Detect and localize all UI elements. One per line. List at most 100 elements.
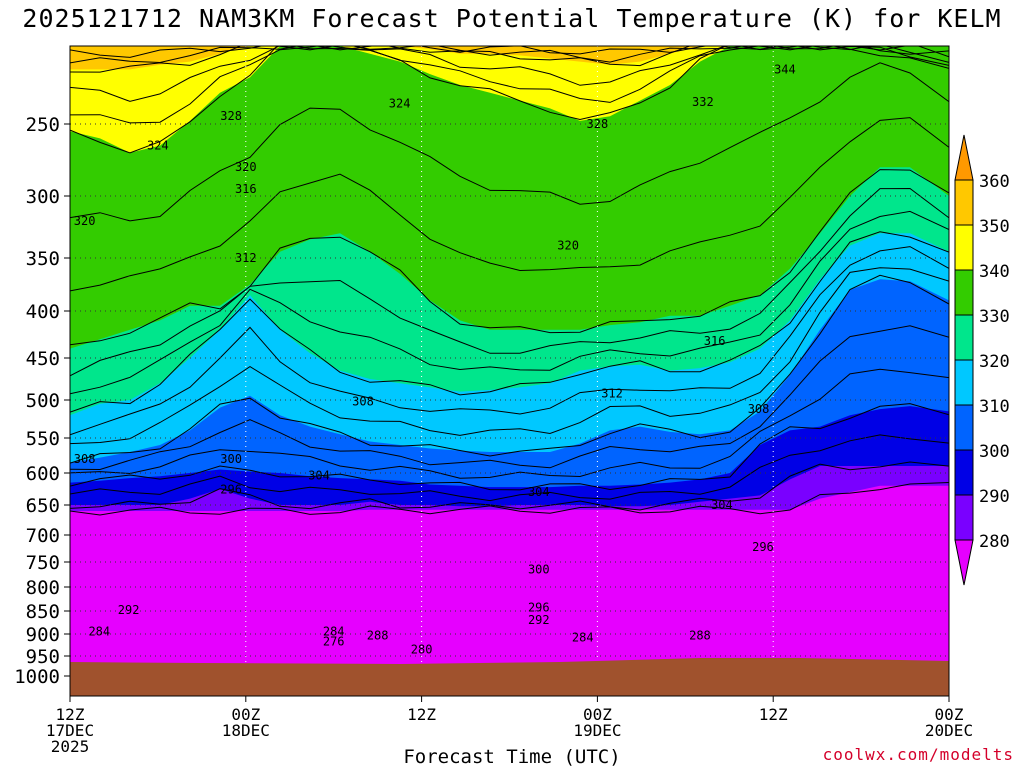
y-tick-label: 550	[26, 428, 60, 450]
colorbar-bottom-arrow	[954, 539, 974, 586]
contour-label: 324	[147, 139, 169, 153]
temperature-bands	[70, 46, 949, 696]
contour-label: 300	[220, 452, 242, 466]
contour-line	[70, 461, 949, 511]
contour-label: 324	[389, 97, 411, 111]
contour-label: 296	[220, 483, 242, 497]
colorbar-label: 360	[979, 172, 1010, 192]
x-tick-time: 12Z	[56, 705, 85, 724]
x-tick-time: 00Z	[231, 705, 260, 724]
contour-label: 288	[367, 628, 389, 642]
colorbar-segment	[954, 449, 974, 496]
colorbar-segment	[954, 494, 974, 541]
terrain	[70, 658, 949, 696]
contour-label: 292	[528, 613, 550, 627]
contour-label: 296	[752, 540, 774, 554]
y-tick-label: 700	[26, 525, 60, 547]
y-tick-label: 1000	[14, 666, 60, 688]
contour-labels: 344 324 332 328 328 324 320 316 320 320 312 316 312 3…	[74, 62, 796, 656]
colorbar-segment	[954, 359, 974, 406]
contour-label: 320	[557, 239, 579, 253]
contour-label: 320	[74, 214, 96, 228]
y-tick-label: 350	[26, 248, 60, 270]
contour-line	[70, 325, 949, 471]
contour-label: 284	[323, 625, 345, 639]
contour-label: 328	[587, 117, 609, 131]
contour-label: 344	[774, 62, 796, 76]
contour-label: 312	[235, 251, 257, 265]
contour-line	[70, 267, 949, 445]
y-tick-label: 650	[26, 495, 60, 517]
colorbar-segment	[954, 404, 974, 451]
colorbar-segment	[954, 269, 974, 316]
colorbar-label: 310	[979, 397, 1010, 417]
x-tick-day: 19DEC	[573, 721, 621, 740]
contour-label: 316	[235, 182, 257, 196]
x-tick-time: 12Z	[407, 705, 436, 724]
contour-line	[70, 62, 949, 222]
y-tick-label: 300	[26, 186, 60, 208]
colorbar-segment	[954, 224, 974, 271]
chart-title: 2025121712 NAM3KM Forecast Potential Tem…	[22, 4, 1002, 33]
y-tick-label: 750	[26, 552, 60, 574]
contour-line	[70, 117, 949, 292]
source-credit: coolwx.com/modelts	[822, 745, 1014, 764]
contour-lines	[70, 46, 949, 516]
colorbar: 360 350 340 330 320 310 300 290 280	[954, 134, 1010, 586]
y-axis: 2503003504004505005506006507007508008509…	[14, 114, 70, 688]
x-tick-time: 12Z	[759, 705, 788, 724]
y-tick-label: 950	[26, 646, 60, 668]
contour-label: 288	[689, 628, 711, 642]
contour-line	[70, 169, 949, 346]
contour-label: 308	[352, 395, 374, 409]
colorbar-label: 280	[979, 532, 1010, 552]
contour-label: 296	[528, 601, 550, 615]
contour-line	[70, 46, 949, 66]
band-280	[70, 485, 949, 696]
contour-label: 300	[528, 563, 550, 577]
plot-frame	[69, 45, 950, 697]
colorbar-label: 300	[979, 442, 1010, 462]
contour-label: 308	[74, 452, 96, 466]
x-tick-time: 00Z	[935, 705, 964, 724]
y-tick-label: 600	[26, 463, 60, 485]
grid-lines	[70, 46, 949, 696]
y-tick-label: 850	[26, 601, 60, 623]
contour-label: 304	[711, 498, 733, 512]
colorbar-label: 350	[979, 217, 1010, 237]
y-tick-label: 400	[26, 301, 60, 323]
contour-label: 312	[601, 386, 623, 400]
x-tick-day: 18DEC	[222, 721, 270, 740]
contour-line	[70, 368, 949, 479]
contour-line	[70, 274, 949, 464]
contour-label: 332	[692, 95, 714, 109]
colorbar-label: 340	[979, 262, 1010, 282]
contour-line	[70, 482, 949, 516]
x-tick-time: 00Z	[583, 705, 612, 724]
contour-line	[70, 187, 949, 377]
contour-line	[70, 46, 949, 73]
y-tick-label: 450	[26, 348, 60, 370]
contour-line	[70, 231, 949, 413]
contour-label: 284	[88, 625, 110, 639]
contour-line	[70, 403, 949, 491]
colorbar-segment	[954, 179, 974, 226]
contour-label: 308	[748, 402, 770, 416]
x-tick-day: 17DEC	[46, 721, 94, 740]
colorbar-label: 290	[979, 487, 1010, 507]
colorbar-segment	[954, 314, 974, 361]
contour-label: 320	[235, 160, 257, 174]
x-tick-year: 2025	[51, 737, 90, 756]
contour-label: 328	[220, 109, 242, 123]
y-tick-label: 800	[26, 577, 60, 599]
contour-line	[70, 210, 949, 395]
x-axis-label: Forecast Time (UTC)	[403, 746, 621, 768]
contour-line	[70, 434, 949, 502]
colorbar-top-arrow	[954, 134, 974, 181]
contour-label: 292	[118, 603, 140, 617]
x-tick-day: 20DEC	[925, 721, 973, 740]
contour-line	[70, 246, 949, 436]
contour-label: 276	[323, 634, 345, 648]
